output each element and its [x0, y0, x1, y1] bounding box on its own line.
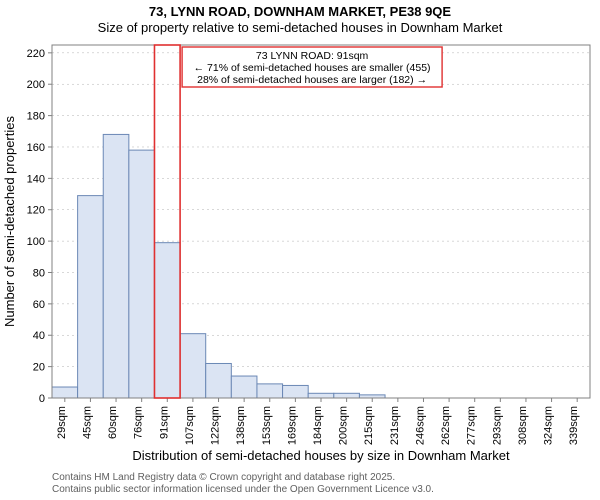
- histogram-bar: [283, 385, 309, 398]
- x-tick-label: 231sqm: [389, 406, 401, 445]
- x-tick-label: 45sqm: [81, 406, 93, 439]
- histogram-bar: [103, 134, 129, 398]
- x-tick-label: 76sqm: [133, 406, 145, 439]
- x-tick-label: 138sqm: [235, 406, 247, 445]
- x-tick-label: 262sqm: [440, 406, 452, 445]
- y-tick-label: 200: [27, 79, 45, 91]
- x-tick-label: 153sqm: [261, 406, 273, 445]
- x-axis-label: Distribution of semi-detached houses by …: [132, 448, 510, 463]
- y-tick-label: 40: [33, 330, 45, 342]
- y-tick-label: 100: [27, 236, 45, 248]
- x-tick-label: 215sqm: [363, 406, 375, 445]
- histogram-bar: [78, 196, 104, 398]
- x-tick-label: 308sqm: [517, 406, 529, 445]
- annotation-line2: 28% of semi-detached houses are larger (…: [197, 74, 427, 86]
- histogram-bar: [52, 387, 78, 398]
- x-tick-label: 339sqm: [568, 406, 580, 445]
- histogram-bar: [308, 393, 334, 398]
- histogram-bar: [154, 243, 180, 398]
- histogram-chart: 73, LYNN ROAD, DOWNHAM MARKET, PE38 9QE …: [0, 0, 600, 500]
- chart-title-line2: Size of property relative to semi-detach…: [98, 20, 503, 35]
- histogram-bar: [206, 363, 232, 398]
- x-tick-label: 107sqm: [184, 406, 196, 445]
- x-tick-label: 60sqm: [107, 406, 119, 439]
- x-tick-label: 184sqm: [312, 406, 324, 445]
- annotation-title: 73 LYNN ROAD: 91sqm: [256, 50, 369, 62]
- y-tick-label: 140: [27, 173, 45, 185]
- histogram-bar: [180, 334, 206, 398]
- attribution-line1: Contains HM Land Registry data © Crown c…: [52, 472, 395, 483]
- x-tick-label: 324sqm: [543, 406, 555, 445]
- attribution-line2: Contains public sector information licen…: [52, 484, 434, 495]
- x-tick-label: 293sqm: [491, 406, 503, 445]
- x-tick-label: 29sqm: [56, 406, 68, 439]
- annotation-line1: ← 71% of semi-detached houses are smalle…: [194, 62, 431, 74]
- x-tick-label: 91sqm: [158, 406, 170, 439]
- y-tick-label: 220: [27, 48, 45, 60]
- y-tick-label: 80: [33, 267, 45, 279]
- y-axis-label: Number of semi-detached properties: [2, 116, 17, 327]
- x-tick-label: 169sqm: [286, 406, 298, 445]
- x-tick-label: 277sqm: [466, 406, 478, 445]
- y-tick-label: 0: [39, 393, 45, 405]
- x-tick-label: 122sqm: [210, 406, 222, 445]
- x-tick-label: 200sqm: [338, 406, 350, 445]
- y-tick-label: 20: [33, 362, 45, 374]
- x-tick-label: 246sqm: [414, 406, 426, 445]
- histogram-bar: [334, 393, 360, 398]
- histogram-bar: [257, 384, 283, 398]
- y-tick-label: 120: [27, 205, 45, 217]
- chart-title-line1: 73, LYNN ROAD, DOWNHAM MARKET, PE38 9QE: [149, 4, 452, 19]
- y-tick-label: 60: [33, 299, 45, 311]
- histogram-bar: [129, 150, 155, 398]
- histogram-bar: [231, 376, 257, 398]
- plot-area: 0 20 40 60 80 100 120 140 160 180 200 220 29sqm 45sqm…: [27, 45, 590, 445]
- y-tick-label: 180: [27, 111, 45, 123]
- y-tick-label: 160: [27, 142, 45, 154]
